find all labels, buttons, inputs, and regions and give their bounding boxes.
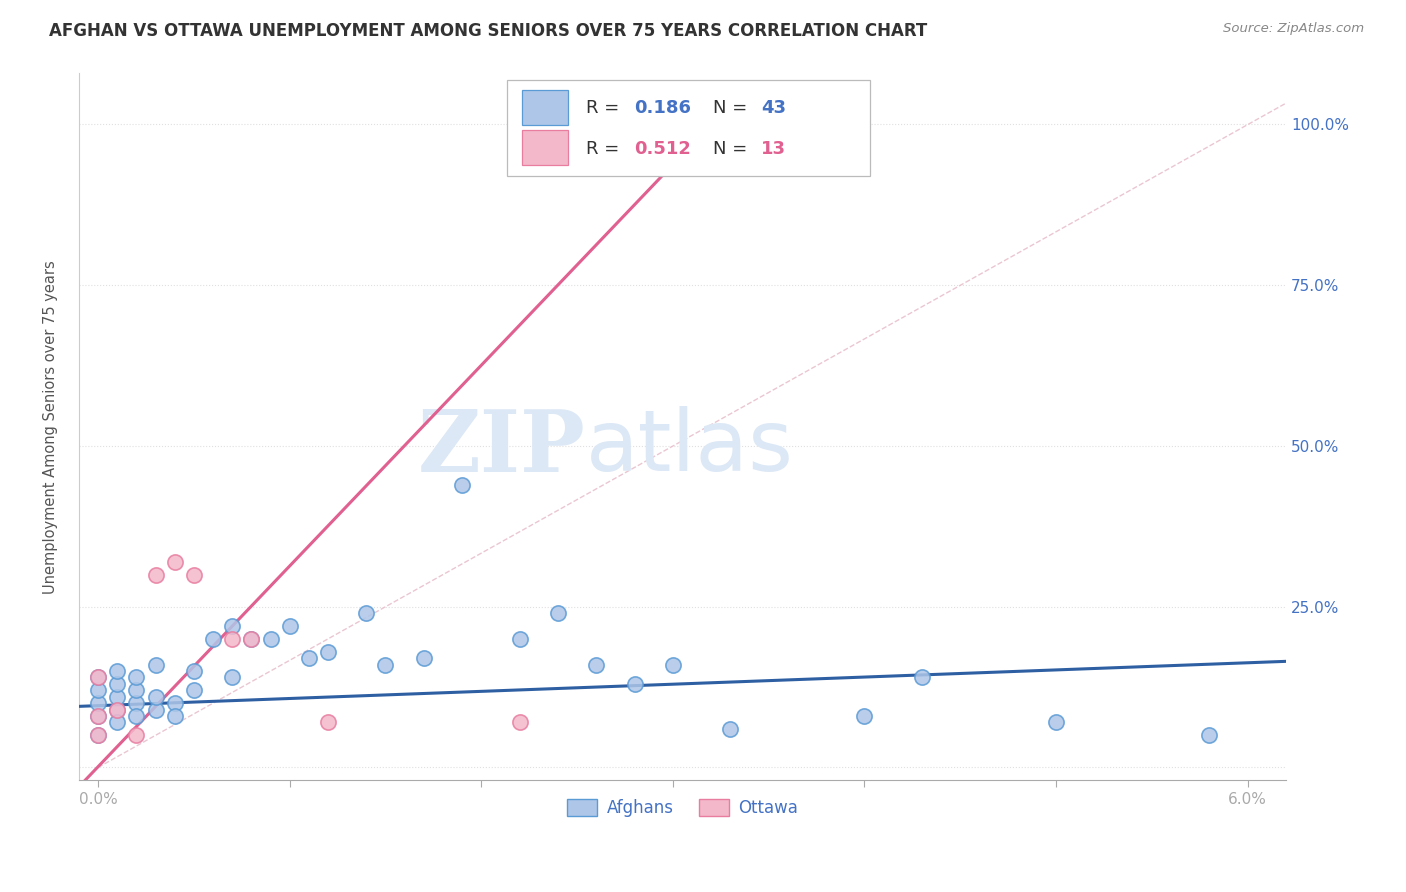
Y-axis label: Unemployment Among Seniors over 75 years: Unemployment Among Seniors over 75 years: [44, 260, 58, 593]
FancyBboxPatch shape: [522, 130, 568, 165]
Legend: Afghans, Ottawa: Afghans, Ottawa: [558, 790, 807, 825]
Text: AFGHAN VS OTTAWA UNEMPLOYMENT AMONG SENIORS OVER 75 YEARS CORRELATION CHART: AFGHAN VS OTTAWA UNEMPLOYMENT AMONG SENI…: [49, 22, 928, 40]
Point: [316, 645, 339, 659]
Text: N =: N =: [713, 140, 752, 158]
Point: [1198, 728, 1220, 742]
Text: 0.186: 0.186: [634, 99, 692, 118]
Point: [451, 477, 474, 491]
Text: R =: R =: [586, 140, 624, 158]
Point: [585, 657, 607, 672]
Point: [240, 632, 263, 646]
Point: [1045, 715, 1067, 730]
Text: ZIP: ZIP: [418, 406, 586, 490]
Point: [183, 567, 205, 582]
Point: [623, 677, 645, 691]
Point: [163, 696, 186, 710]
FancyBboxPatch shape: [522, 90, 568, 125]
Point: [356, 606, 378, 620]
Point: [125, 683, 148, 698]
Point: [125, 696, 148, 710]
Point: [87, 683, 110, 698]
Point: [105, 715, 128, 730]
Point: [163, 709, 186, 723]
Point: [547, 606, 569, 620]
Point: [105, 690, 128, 704]
Point: [125, 728, 148, 742]
Point: [87, 728, 110, 742]
Point: [911, 670, 934, 684]
Point: [259, 632, 281, 646]
Point: [509, 715, 531, 730]
Point: [87, 709, 110, 723]
Point: [105, 702, 128, 716]
Point: [105, 677, 128, 691]
Point: [221, 670, 243, 684]
Point: [87, 670, 110, 684]
Point: [87, 728, 110, 742]
Point: [374, 657, 396, 672]
Point: [221, 632, 243, 646]
Point: [145, 567, 167, 582]
Point: [183, 683, 205, 698]
Point: [125, 709, 148, 723]
Point: [87, 670, 110, 684]
Text: Source: ZipAtlas.com: Source: ZipAtlas.com: [1223, 22, 1364, 36]
Text: 43: 43: [761, 99, 786, 118]
Point: [298, 651, 321, 665]
Point: [87, 709, 110, 723]
Point: [145, 690, 167, 704]
Point: [316, 715, 339, 730]
Text: 0.512: 0.512: [634, 140, 692, 158]
Point: [145, 657, 167, 672]
Point: [853, 709, 876, 723]
FancyBboxPatch shape: [508, 80, 869, 176]
Point: [105, 702, 128, 716]
Point: [718, 722, 741, 736]
Point: [163, 555, 186, 569]
Point: [662, 136, 685, 151]
Point: [125, 670, 148, 684]
Point: [221, 619, 243, 633]
Point: [240, 632, 263, 646]
Point: [509, 632, 531, 646]
Point: [105, 664, 128, 678]
Point: [183, 664, 205, 678]
Text: 13: 13: [761, 140, 786, 158]
Text: N =: N =: [713, 99, 752, 118]
Text: R =: R =: [586, 99, 624, 118]
Point: [662, 657, 685, 672]
Point: [412, 651, 434, 665]
Point: [145, 702, 167, 716]
Point: [87, 696, 110, 710]
Text: atlas: atlas: [586, 407, 794, 490]
Point: [202, 632, 225, 646]
Point: [278, 619, 301, 633]
